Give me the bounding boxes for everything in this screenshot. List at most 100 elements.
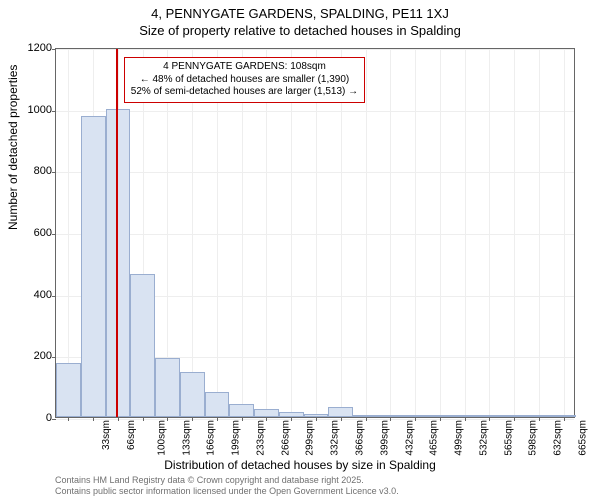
x-tickmark (217, 417, 218, 421)
x-tick-label: 100sqm (156, 420, 167, 456)
y-tick-label: 800 (12, 165, 52, 177)
histogram-bar (477, 415, 502, 417)
y-tickmark (52, 357, 56, 358)
gridline-v (242, 49, 243, 417)
y-tickmark (52, 296, 56, 297)
title-block: 4, PENNYGATE GARDENS, SPALDING, PE11 1XJ… (0, 0, 600, 38)
histogram-bar (452, 415, 477, 417)
histogram-bar (254, 409, 279, 417)
x-tick-label: 432sqm (404, 420, 415, 456)
title-line-2: Size of property relative to detached ho… (0, 23, 600, 38)
y-tickmark (52, 234, 56, 235)
gridline-v (489, 49, 490, 417)
y-tick-label: 200 (12, 350, 52, 362)
gridline-v (316, 49, 317, 417)
gridline-h (56, 172, 574, 173)
title-line-1: 4, PENNYGATE GARDENS, SPALDING, PE11 1XJ (0, 6, 600, 21)
x-tick-label: 366sqm (355, 420, 366, 456)
gridline-v (514, 49, 515, 417)
gridline-v (266, 49, 267, 417)
y-tickmark (52, 419, 56, 420)
x-tickmark (316, 417, 317, 421)
x-tick-label: 199sqm (231, 420, 242, 456)
histogram-bar (279, 412, 304, 417)
gridline-v (440, 49, 441, 417)
x-tick-label: 66sqm (126, 420, 137, 450)
x-tick-label: 399sqm (379, 420, 390, 456)
gridline-h (56, 49, 574, 50)
histogram-bar (353, 415, 378, 417)
footer-line-1: Contains HM Land Registry data © Crown c… (55, 475, 399, 486)
histogram-bar (106, 109, 131, 417)
x-tickmark (440, 417, 441, 421)
histogram-bar (378, 415, 403, 417)
gridline-v (217, 49, 218, 417)
gridline-v (341, 49, 342, 417)
y-tick-label: 400 (12, 289, 52, 301)
histogram-bar (155, 358, 180, 417)
x-tickmark (242, 417, 243, 421)
histogram-bar (205, 392, 230, 417)
x-tickmark (143, 417, 144, 421)
x-tickmark (118, 417, 119, 421)
x-tick-label: 665sqm (577, 420, 588, 456)
x-tick-label: 266sqm (280, 420, 291, 456)
x-tickmark (266, 417, 267, 421)
x-tickmark (341, 417, 342, 421)
histogram-bar (81, 116, 106, 417)
x-tick-label: 332sqm (330, 420, 341, 456)
x-tick-label: 33sqm (101, 420, 112, 450)
x-axis-label: Distribution of detached houses by size … (0, 458, 600, 472)
histogram-bar (328, 407, 353, 417)
x-tickmark (93, 417, 94, 421)
histogram-bar (526, 415, 551, 417)
annotation-line: 52% of semi-detached houses are larger (… (131, 86, 358, 99)
y-axis-label: Number of detached properties (6, 65, 20, 230)
annotation-line: ← 48% of detached houses are smaller (1,… (131, 74, 358, 87)
x-tick-label: 133sqm (181, 420, 192, 456)
x-tick-label: 299sqm (305, 420, 316, 456)
y-tick-label: 1200 (12, 42, 52, 54)
gridline-v (291, 49, 292, 417)
histogram-bar (229, 404, 254, 417)
x-tick-label: 233sqm (256, 420, 267, 456)
footer-attribution: Contains HM Land Registry data © Crown c… (55, 475, 399, 497)
gridline-v (415, 49, 416, 417)
x-tick-label: 465sqm (429, 420, 440, 456)
x-tick-label: 565sqm (503, 420, 514, 456)
x-tickmark (539, 417, 540, 421)
gridline-v (539, 49, 540, 417)
y-tick-label: 0 (12, 412, 52, 424)
x-tick-label: 166sqm (206, 420, 217, 456)
histogram-bar (551, 415, 576, 417)
marker-line (116, 49, 118, 417)
histogram-bar (56, 363, 81, 417)
gridline-h (56, 234, 574, 235)
gridline-v (192, 49, 193, 417)
histogram-bar (403, 415, 428, 417)
x-tick-label: 532sqm (478, 420, 489, 456)
y-tickmark (52, 172, 56, 173)
y-tick-label: 1000 (12, 104, 52, 116)
x-tickmark (465, 417, 466, 421)
histogram-bar (502, 415, 527, 417)
gridline-v (68, 49, 69, 417)
chart-container: 4, PENNYGATE GARDENS, SPALDING, PE11 1XJ… (0, 0, 600, 500)
plot-area: 4 PENNYGATE GARDENS: 108sqm← 48% of deta… (55, 48, 575, 418)
gridline-v (465, 49, 466, 417)
x-tickmark (366, 417, 367, 421)
gridline-h (56, 111, 574, 112)
y-tickmark (52, 111, 56, 112)
marker-annotation: 4 PENNYGATE GARDENS: 108sqm← 48% of deta… (124, 57, 365, 103)
x-tick-label: 499sqm (454, 420, 465, 456)
x-tickmark (68, 417, 69, 421)
gridline-v (366, 49, 367, 417)
histogram-bar (304, 414, 329, 417)
footer-line-2: Contains public sector information licen… (55, 486, 399, 497)
x-tick-label: 632sqm (553, 420, 564, 456)
y-tick-label: 600 (12, 227, 52, 239)
gridline-v (390, 49, 391, 417)
gridline-v (564, 49, 565, 417)
histogram-bar (427, 415, 452, 417)
annotation-line: 4 PENNYGATE GARDENS: 108sqm (131, 61, 358, 74)
